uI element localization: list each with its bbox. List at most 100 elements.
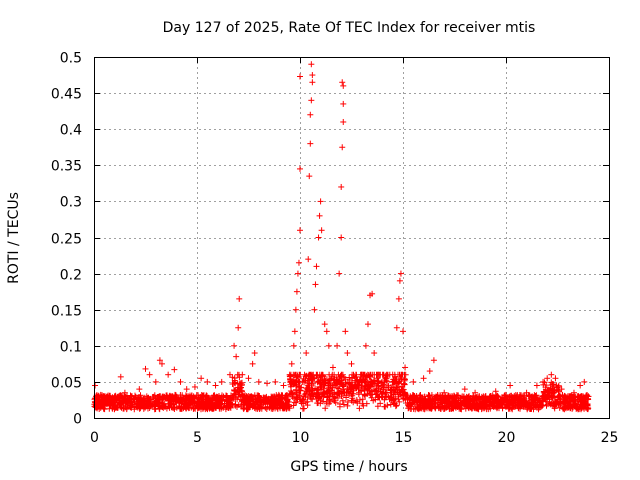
data-point	[323, 328, 330, 335]
data-point	[152, 378, 159, 385]
data-point	[239, 371, 246, 378]
data-point	[142, 365, 149, 372]
data-point	[231, 342, 238, 349]
data-point	[295, 259, 302, 266]
data-point	[198, 375, 205, 382]
data-point	[329, 364, 336, 371]
data-point	[97, 400, 104, 407]
data-point	[233, 353, 240, 360]
data-point	[290, 342, 297, 349]
data-point	[410, 378, 417, 385]
data-point	[364, 321, 371, 328]
data-point	[297, 73, 303, 80]
x-tick-label: 5	[193, 430, 202, 446]
data-point	[117, 373, 124, 380]
data-point	[402, 364, 409, 371]
data-point	[461, 386, 468, 393]
data-point	[339, 79, 346, 86]
data-point	[451, 393, 458, 400]
data-point	[251, 350, 258, 357]
data-point	[294, 270, 301, 277]
data-point	[338, 234, 345, 241]
data-point	[400, 328, 406, 335]
data-point	[383, 375, 390, 382]
data-point	[375, 371, 382, 378]
data-point	[309, 79, 316, 86]
data-point	[340, 118, 347, 125]
data-point	[585, 393, 592, 400]
x-tick-label: 25	[601, 430, 619, 446]
data-point	[339, 144, 346, 151]
y-tick-label: 0.05	[51, 376, 82, 392]
chart-title: Day 127 of 2025, Rate Of TEC Index for r…	[163, 20, 536, 36]
data-point	[255, 378, 262, 385]
data-point	[354, 378, 361, 385]
data-point	[336, 270, 343, 277]
data-point	[393, 324, 400, 331]
data-point	[321, 321, 328, 328]
data-point	[226, 371, 233, 378]
grid-lines	[94, 57, 609, 418]
data-point	[441, 389, 448, 396]
data-point	[249, 360, 256, 367]
data-point	[340, 82, 347, 89]
data-point	[101, 393, 108, 400]
y-tick-label: 0.4	[60, 123, 82, 139]
data-point	[482, 393, 489, 400]
data-point	[317, 198, 324, 205]
data-point	[523, 389, 530, 396]
data-point	[235, 324, 242, 331]
data-point	[395, 295, 402, 302]
y-tick-label: 0.3	[60, 195, 82, 211]
data-point	[146, 371, 153, 378]
y-tick-label: 0.1	[60, 340, 82, 356]
data-point	[264, 380, 271, 387]
data-point	[177, 378, 184, 385]
y-tick-labels: 0 0.05 0.1 0.15 0.2 0.25 0.3 0.35 0.4 0.45 0.5	[51, 51, 82, 428]
data-point	[492, 388, 499, 395]
data-point	[371, 350, 378, 357]
data-point	[564, 393, 571, 400]
data-point	[548, 371, 555, 378]
data-point	[334, 342, 341, 349]
data-point	[513, 393, 520, 400]
data-point	[307, 140, 314, 147]
data-point	[291, 328, 298, 335]
data-point	[503, 391, 509, 398]
y-tick-label: 0.2	[60, 268, 82, 284]
data-point	[111, 393, 118, 400]
data-point	[318, 227, 325, 234]
data-point	[212, 382, 219, 389]
data-point	[420, 375, 427, 382]
data-point	[204, 378, 211, 385]
data-point	[315, 234, 322, 241]
data-point	[338, 183, 345, 190]
data-point	[577, 382, 584, 389]
data-point	[362, 342, 369, 349]
data-point	[308, 97, 315, 104]
data-point	[552, 375, 559, 382]
data-point	[540, 378, 547, 385]
data-point	[558, 386, 565, 393]
data-point	[95, 396, 102, 403]
data-point	[128, 393, 135, 400]
data-point	[307, 111, 314, 118]
data-point	[305, 256, 312, 263]
data-point	[358, 371, 365, 378]
data-point	[121, 389, 128, 396]
data-point	[308, 61, 315, 68]
data-point	[171, 366, 178, 373]
data-point	[311, 306, 318, 313]
data-point	[245, 375, 252, 382]
x-tick-label: 10	[292, 430, 310, 446]
data-point	[342, 328, 349, 335]
data-point	[158, 360, 165, 367]
scatter-points	[91, 61, 592, 413]
data-point	[430, 357, 437, 364]
data-point	[369, 290, 376, 297]
data-point	[348, 360, 355, 367]
data-point	[136, 386, 143, 393]
y-tick-label: 0.35	[51, 159, 82, 175]
data-point	[344, 350, 351, 357]
